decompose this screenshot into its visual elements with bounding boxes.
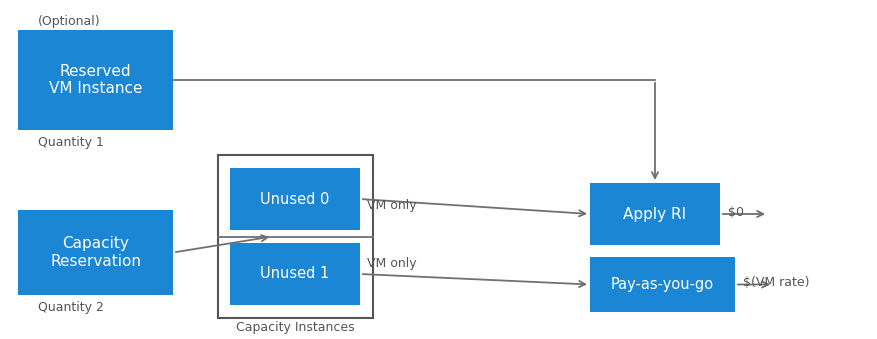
Text: Capacity Instances: Capacity Instances	[236, 320, 354, 334]
Text: Capacity
Reservation: Capacity Reservation	[50, 236, 141, 269]
FancyBboxPatch shape	[590, 257, 735, 312]
FancyBboxPatch shape	[590, 183, 720, 245]
Text: VM only: VM only	[367, 199, 417, 212]
Text: Pay-as-you-go: Pay-as-you-go	[611, 277, 714, 292]
Text: $0: $0	[728, 206, 744, 219]
Text: Unused 0: Unused 0	[260, 192, 330, 206]
FancyBboxPatch shape	[18, 210, 173, 295]
FancyBboxPatch shape	[18, 30, 173, 130]
Text: Quantity 2: Quantity 2	[38, 300, 103, 314]
Text: VM only: VM only	[367, 258, 417, 271]
FancyBboxPatch shape	[230, 168, 360, 230]
Text: Apply RI: Apply RI	[624, 206, 687, 221]
Text: (Optional): (Optional)	[38, 16, 101, 28]
FancyBboxPatch shape	[218, 155, 373, 318]
Text: Unused 1: Unused 1	[260, 266, 330, 281]
Text: Reserved
VM Instance: Reserved VM Instance	[49, 64, 142, 96]
FancyBboxPatch shape	[230, 243, 360, 305]
Text: Quantity 1: Quantity 1	[38, 137, 103, 149]
Text: $(VM rate): $(VM rate)	[743, 277, 809, 290]
